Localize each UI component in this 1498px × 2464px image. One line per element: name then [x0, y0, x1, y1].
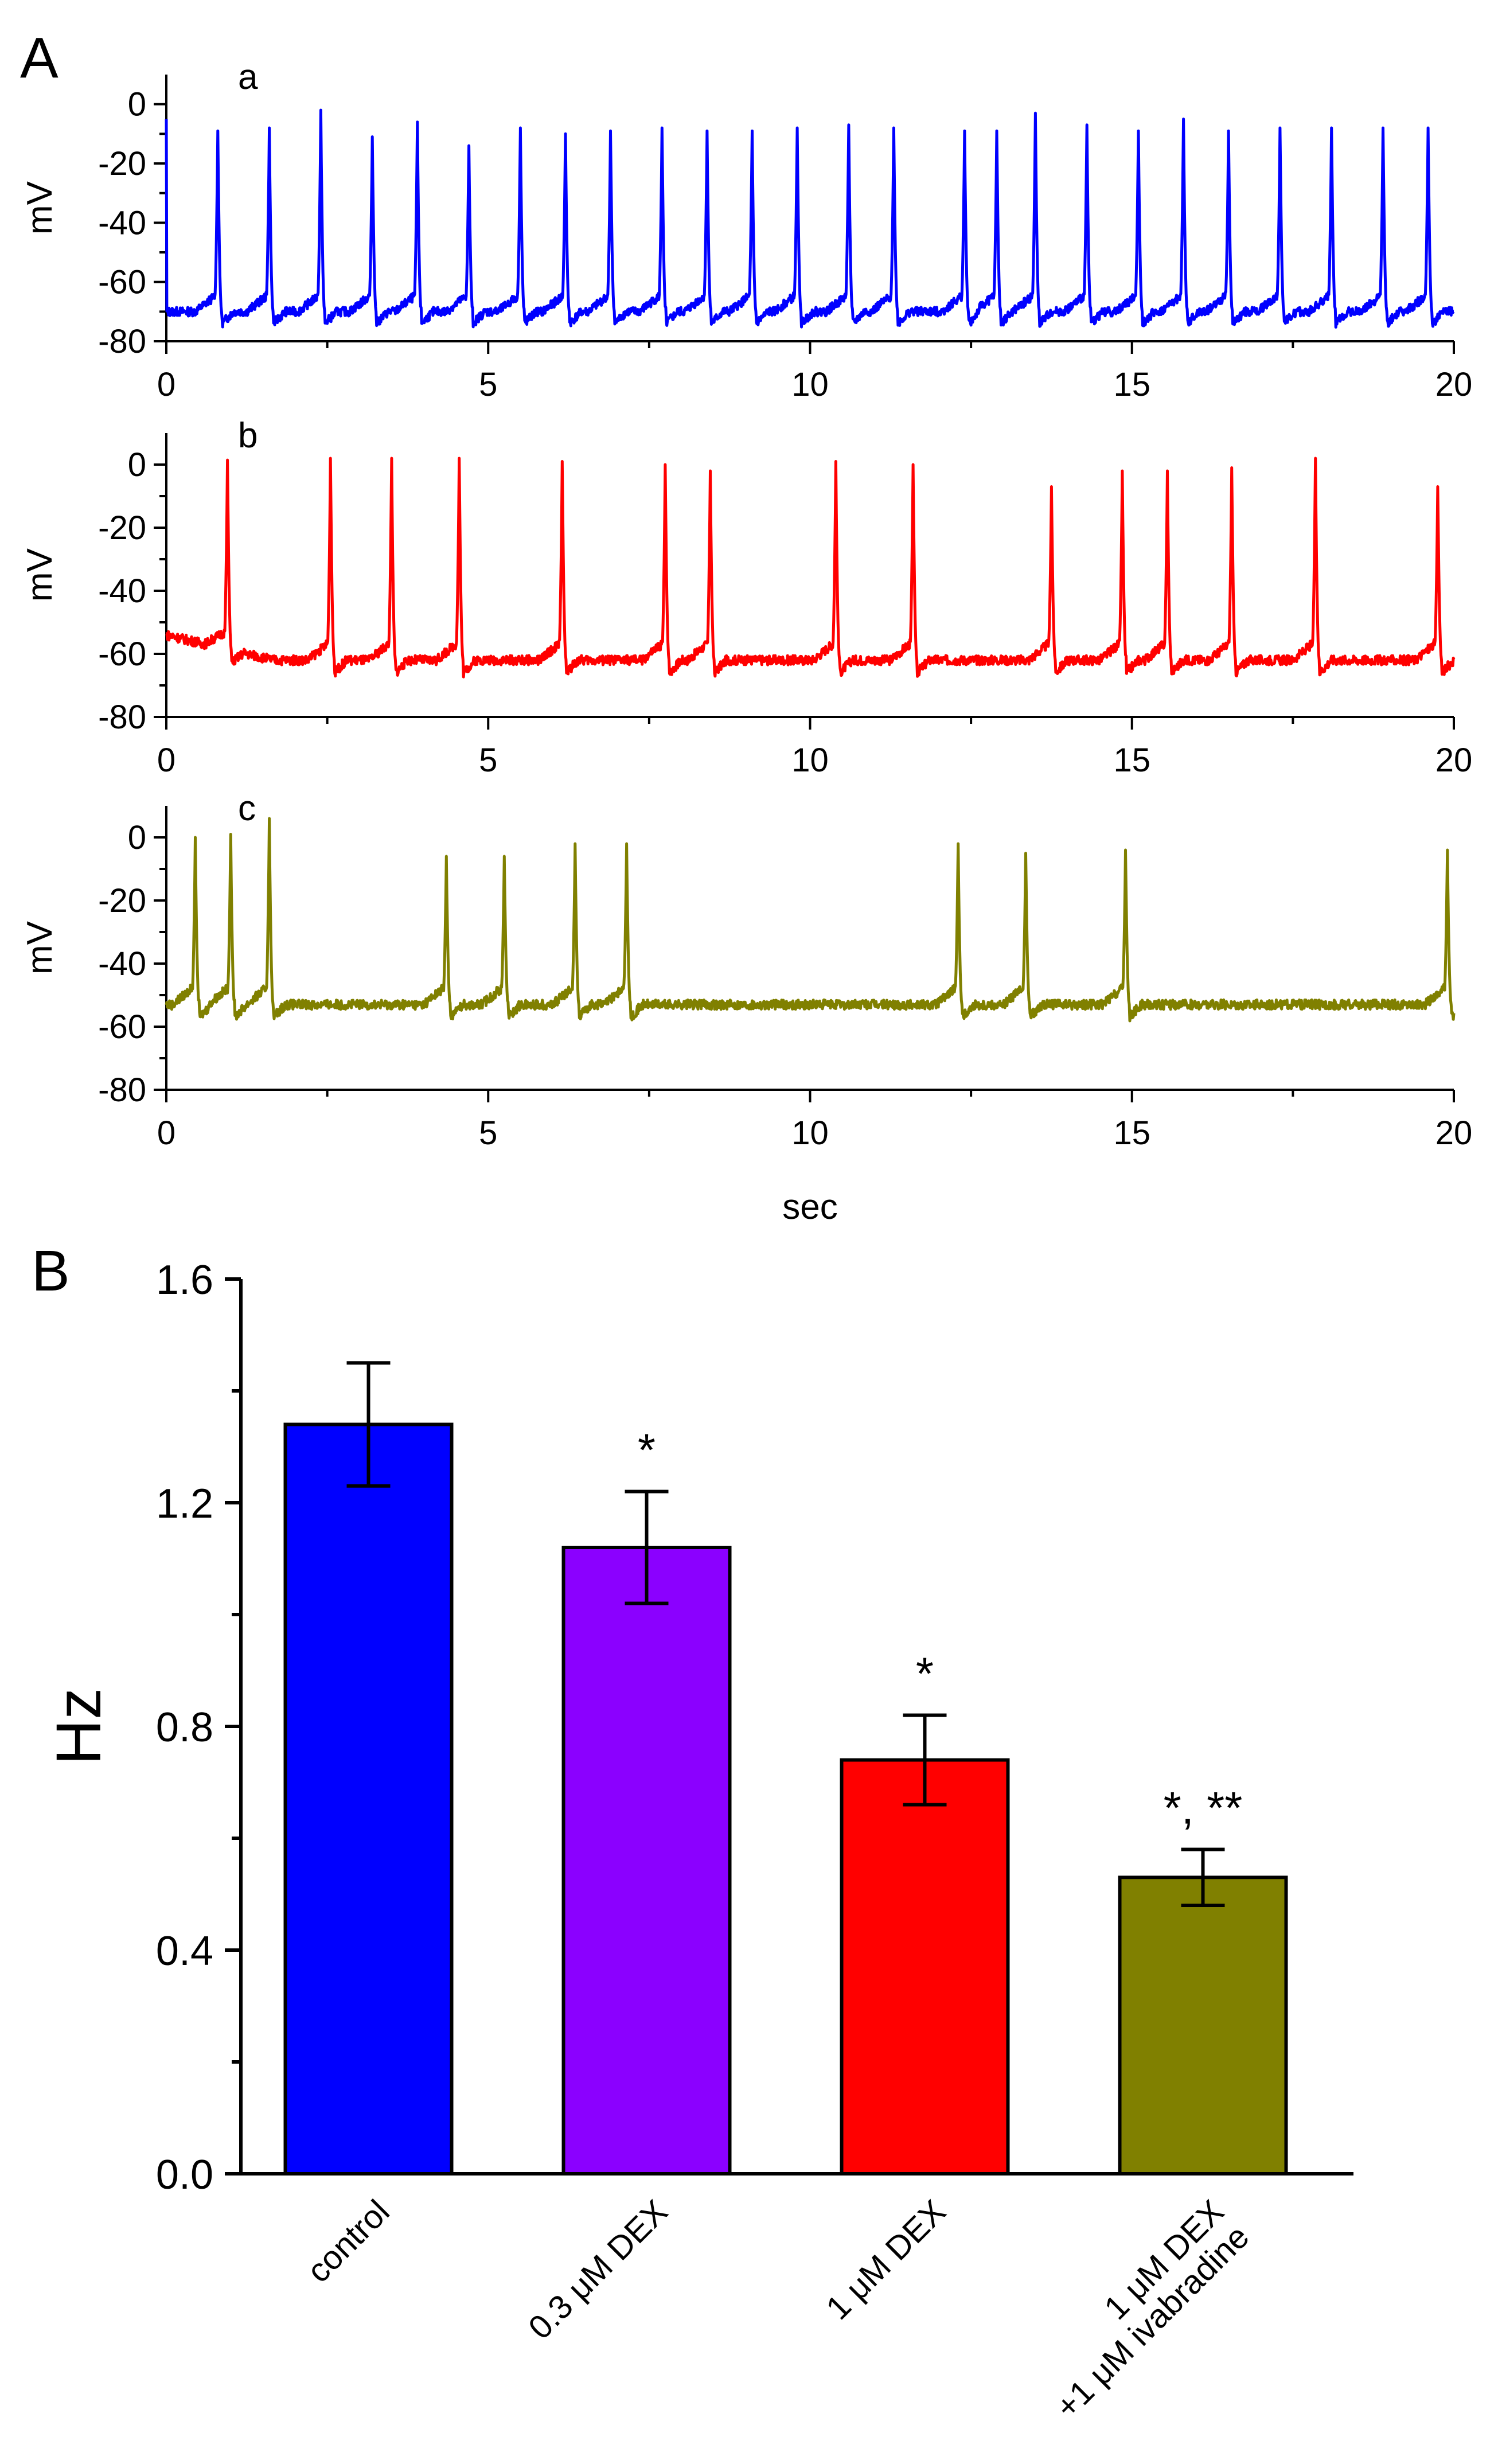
y-tick-label: -40 [98, 204, 146, 241]
x-tick-label: 15 [1113, 742, 1150, 779]
bar-y-axis-title: Hz [44, 1688, 114, 1765]
y-axis-title: mV [20, 548, 60, 602]
trace-letter-b: b [238, 416, 258, 455]
x-tick-label: 10 [791, 742, 829, 779]
y-tick-label: -20 [98, 882, 146, 919]
trace-panel-c: 0 -20 -40 -60 -80 0 5 10 15 20 mV c sec [20, 789, 1472, 1227]
bar-y-tick-label: 0.8 [156, 1705, 213, 1750]
x-tick-label: 10 [791, 1114, 829, 1152]
y-tick-label: -20 [98, 145, 146, 182]
bar-1 [561, 1546, 732, 2176]
bar-y-tick-label: 0.4 [156, 1928, 213, 1974]
x-tick-label: 20 [1435, 366, 1473, 403]
x-tick-label: 10 [791, 366, 829, 403]
category-label: 1 μM DEX+1 μM ivabradine [1023, 2193, 1256, 2426]
bar-0 [283, 1422, 454, 2176]
trace-letter-a: a [238, 57, 258, 97]
y-tick-label: -40 [98, 945, 146, 983]
y-axis-title: mV [20, 921, 60, 974]
category-label: 1 μM DEX [819, 2193, 953, 2327]
y-axis-title: mV [20, 181, 60, 235]
y-tick-label: -80 [98, 323, 146, 360]
y-tick-label: -80 [98, 699, 146, 736]
x-tick-label: 15 [1113, 1114, 1150, 1152]
x-tick-label: 5 [479, 366, 497, 403]
x-tick-label: 0 [157, 1114, 175, 1152]
x-tick-label: 0 [157, 366, 175, 403]
bar-y-tick-label: 0.0 [156, 2152, 213, 2198]
voltage-trace-a [165, 108, 1455, 329]
frequency-bar-chart: 0.0 0.4 0.8 1.2 1.6 Hz control * 0.3 μM DEX * 1 μM… [44, 1257, 1353, 2426]
y-tick-label: 0 [128, 446, 146, 484]
voltage-trace-c [165, 817, 1456, 1023]
y-tick-label: 0 [128, 819, 146, 856]
y-tick-label: -60 [98, 264, 146, 301]
y-tick-label: -60 [98, 1008, 146, 1046]
category-label-line: 1 μM DEX [819, 2193, 953, 2327]
y-tick-label: 0 [128, 86, 146, 123]
significance-marker: * [638, 1425, 656, 1476]
category-label-line: control [300, 2193, 397, 2290]
x-axis-title: sec [782, 1187, 837, 1227]
trace-panel-b: 0 -20 -40 -60 -80 0 5 10 15 20 mV b [20, 416, 1472, 779]
panel-label-b: B [32, 1239, 70, 1303]
category-label-line: 0.3 μM DEX [521, 2193, 675, 2346]
bar-3 [1118, 1876, 1288, 2176]
y-tick-label: -40 [98, 572, 146, 610]
x-tick-label: 5 [479, 1114, 497, 1152]
category-label: control [300, 2193, 397, 2290]
bar-y-tick-label: 1.2 [156, 1481, 213, 1527]
trace-panel-a: 0 -20 -40 -60 -80 0 5 10 15 20 mV a [20, 57, 1472, 403]
significance-marker: *, ** [1164, 1783, 1243, 1834]
category-label: 0.3 μM DEX [521, 2193, 675, 2346]
x-tick-label: 15 [1113, 366, 1150, 403]
x-tick-label: 20 [1435, 1114, 1473, 1152]
bar-2 [840, 1758, 1010, 2176]
trace-letter-c: c [238, 789, 256, 828]
y-tick-label: -80 [98, 1071, 146, 1109]
y-tick-label: -60 [98, 636, 146, 673]
voltage-traces: 0 -20 -40 -60 -80 0 5 10 15 20 mV a 0 -20 -40 -60 -80 0 5 1… [20, 57, 1472, 1227]
significance-marker: * [916, 1648, 934, 1699]
panel-label-a: A [20, 26, 58, 90]
x-tick-label: 20 [1435, 742, 1473, 779]
bar-y-tick-label: 1.6 [156, 1257, 213, 1303]
x-tick-label: 5 [479, 742, 497, 779]
x-tick-label: 0 [157, 742, 175, 779]
y-tick-label: -20 [98, 509, 146, 547]
voltage-trace-b [165, 457, 1456, 679]
